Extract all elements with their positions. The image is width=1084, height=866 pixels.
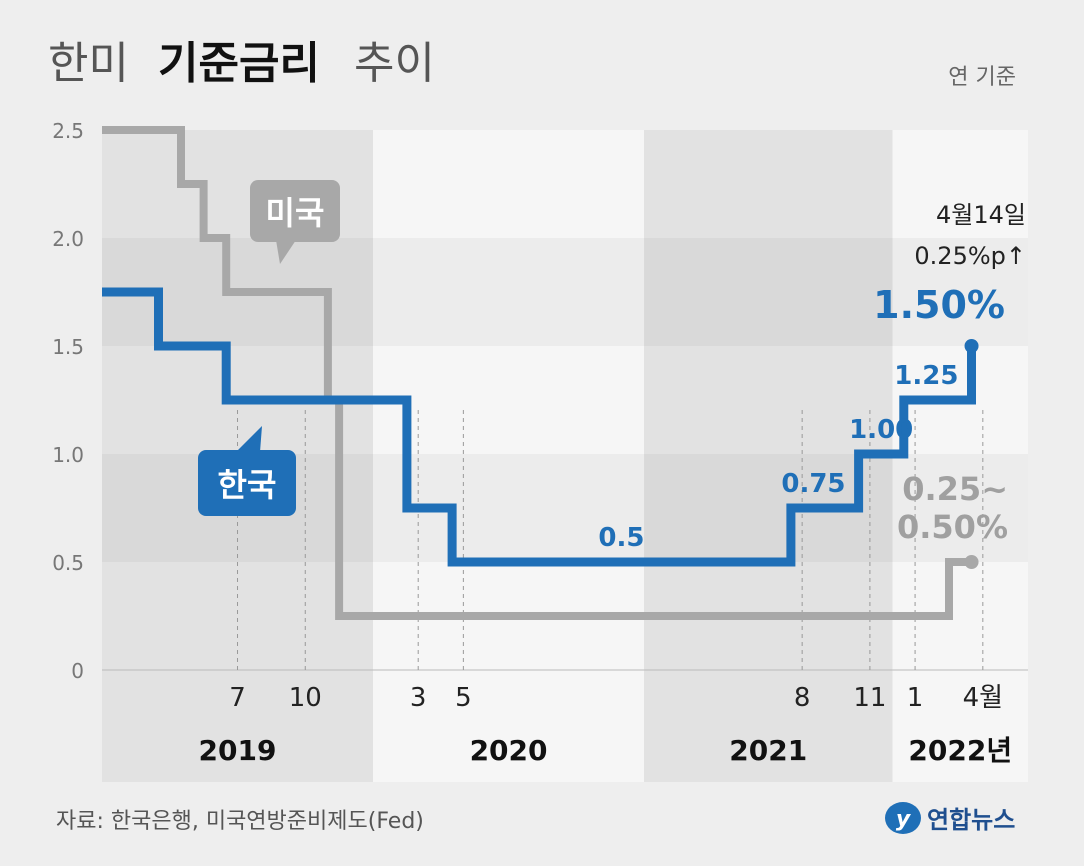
series-usa — [102, 126, 979, 620]
legend-usa-label: 미국 — [266, 194, 325, 232]
year-label: 2021 — [729, 734, 807, 767]
source-text: 자료: 한국은행, 미국연방준비제도(Fed) — [56, 809, 424, 834]
unit-note: 연 기준 — [948, 65, 1016, 90]
title-bold: 기준금리 — [158, 38, 320, 89]
year-band-2 — [644, 130, 893, 782]
series-end-point — [964, 339, 979, 353]
y-axis: 0 0.5 1.0 1.5 2.0 2.5 — [52, 119, 84, 683]
data-labels: 0.5 0.751.00 1.25 4월14일 0.25%p↑ 1.50% 0.25~0.5… — [198, 180, 1026, 553]
korea-end-note-date: 4월14일 — [936, 201, 1026, 229]
month-tick-label: 7 — [229, 683, 246, 713]
y-tick-label: 2.0 — [52, 227, 84, 251]
month-tick-label: 5 — [455, 683, 472, 713]
year-band-3 — [892, 130, 1028, 782]
y-tick-label: 0 — [71, 659, 84, 683]
korea-end-note-change: 0.25%p↑ — [914, 242, 1026, 270]
month-tick-label: 8 — [794, 683, 811, 713]
y-tick-label: 0.5 — [52, 551, 84, 575]
year-label: 2020 — [470, 734, 548, 767]
month-tick-label: 1 — [907, 683, 924, 713]
series-line — [102, 126, 972, 620]
y-tick-label: 1.5 — [52, 335, 84, 359]
brand-logo-glyph: y — [896, 807, 912, 832]
brand-logo-mark — [885, 802, 921, 834]
korea-step-label: 1.25 — [894, 361, 958, 391]
year-label: 2019 — [199, 734, 277, 767]
legend-usa-pointer — [276, 240, 296, 264]
year-label: 2022년 — [908, 734, 1012, 767]
series-korea — [102, 287, 979, 567]
y-tick-label: 2.5 — [52, 119, 84, 143]
legend-korea-pointer — [236, 426, 262, 452]
legend-korea-label: 한국 — [218, 466, 277, 504]
korea-step-label: 0.5 — [598, 523, 644, 553]
month-tick-label: 11 — [853, 683, 886, 713]
legend-korea-callout: 한국 — [198, 426, 296, 516]
year-band-1 — [373, 130, 645, 782]
series-line — [102, 287, 976, 567]
month-tick-label: 3 — [410, 683, 427, 713]
korea-step-label: 0.75 — [781, 469, 845, 499]
title-prefix: 한미 — [48, 38, 129, 89]
brand-logo: y 연합뉴스 — [885, 802, 1015, 834]
y-tick-label: 1.0 — [52, 443, 84, 467]
usa-end-value-1: 0.25~ — [902, 470, 1008, 508]
legend-usa-box — [250, 180, 340, 242]
korea-end-value: 1.50% — [873, 283, 1005, 327]
legend-usa-callout: 미국 — [250, 180, 340, 264]
brand-name: 연합뉴스 — [927, 806, 1015, 834]
korea-step-label: 1.00 — [849, 415, 913, 445]
month-guides — [237, 410, 984, 670]
title-suffix: 추이 — [354, 38, 435, 89]
month-tick-label: 10 — [289, 683, 322, 713]
legend-korea-box — [198, 450, 296, 516]
usa-end-value-2: 0.50% — [897, 508, 1008, 546]
month-tick-label: 4월 — [963, 683, 1003, 713]
series-end-point — [964, 555, 979, 569]
